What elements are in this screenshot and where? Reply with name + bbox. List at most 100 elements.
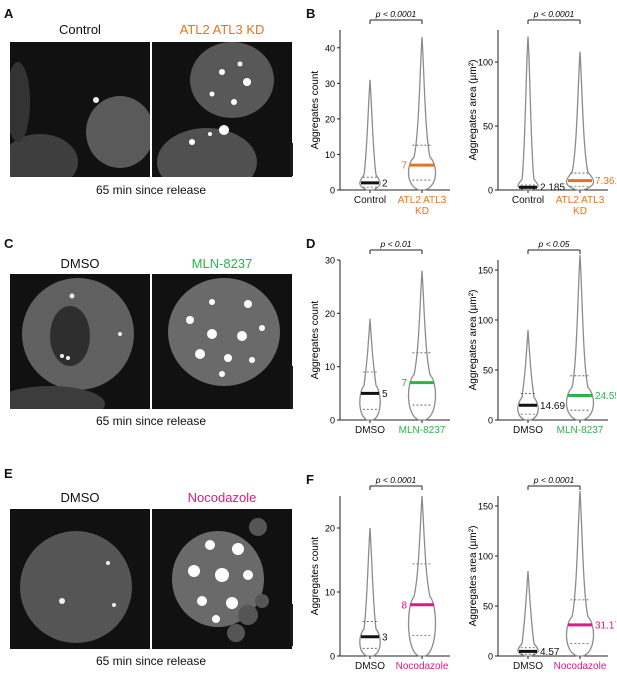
median-label: 8 — [401, 600, 407, 611]
y-tick-label: 100 — [478, 316, 493, 326]
violin-control — [359, 79, 381, 191]
violin-plot-area-d: 0 50 100 150 Aggregates area (µm²) 14.69 DMSO 2… — [468, 239, 616, 436]
x-category-label: KD — [573, 206, 587, 217]
panel-letter-b: B — [306, 6, 316, 21]
violin-control — [517, 36, 539, 191]
y-tick-label: 50 — [483, 122, 493, 132]
y-tick-label: 0 — [488, 186, 493, 196]
micrograph-dmso — [10, 274, 150, 409]
panel-letter-a: A — [4, 6, 14, 21]
micrograph-label-right: MLN-8237 — [191, 256, 253, 271]
y-tick-label: 0 — [330, 652, 335, 662]
micrograph-mln-8237 — [152, 274, 292, 409]
y-tick-label: 0 — [330, 186, 335, 196]
panel-letter-f: F — [306, 472, 314, 487]
micrograph-label-right: ATL2 ATL3 KD — [179, 22, 265, 37]
violin-treatment — [565, 51, 595, 191]
panel-letter-d: D — [306, 236, 316, 251]
median-label: 5 — [382, 389, 388, 400]
x-category-label: DMSO — [513, 425, 543, 436]
y-axis-label: Aggregates count — [310, 537, 321, 616]
x-category-label: DMSO — [355, 425, 385, 436]
x-category-label: KD — [415, 206, 429, 217]
x-category-label: Control — [512, 195, 544, 206]
violin-treatment — [407, 495, 437, 657]
cell-image — [172, 518, 269, 642]
x-category-label: Control — [354, 195, 386, 206]
y-tick-label: 50 — [483, 366, 493, 376]
p-value: p < 0.0001 — [375, 9, 417, 19]
y-tick-label: 0 — [330, 416, 335, 426]
median-label: 14.69 — [540, 401, 565, 412]
y-axis-label: Aggregates area (µm²) — [468, 526, 479, 627]
violin-plot-count-b: 0 10 20 30 40 Aggregates count 2 Control 7 ATL2 A… — [310, 9, 450, 217]
violin-control — [517, 570, 539, 657]
y-axis-label: Aggregates area (µm²) — [468, 60, 479, 161]
x-category-label: DMSO — [513, 661, 543, 672]
p-value: p < 0.01 — [380, 239, 412, 249]
panel-letter-c: C — [4, 236, 14, 251]
y-tick-label: 30 — [325, 256, 335, 266]
y-tick-label: 30 — [325, 79, 335, 89]
y-tick-label: 150 — [478, 502, 493, 512]
x-category-label: Nocodazole — [396, 661, 449, 672]
x-category-label: ATL2 ATL3 — [556, 195, 605, 206]
violin-treatment — [407, 270, 437, 421]
cell-image — [168, 278, 280, 386]
median-label: 2 — [382, 178, 388, 189]
caption: 65 min since release — [95, 414, 207, 428]
y-tick-label: 20 — [325, 309, 335, 319]
y-tick-label: 20 — [325, 524, 335, 534]
panel-letter-e: E — [4, 466, 13, 481]
y-axis-label: Aggregates count — [310, 71, 321, 150]
violin-treatment — [407, 37, 437, 191]
violin-plot-count-d: 0 10 20 30 Aggregates count 5 DMSO 7 MLN-8237 p <… — [310, 239, 450, 436]
p-value: p < 0.0001 — [533, 475, 575, 485]
median-label: 31.17 — [595, 620, 616, 631]
micrograph-control — [10, 42, 150, 177]
violin-plot-count-f: 0 10 20 Aggregates count 3 DMSO 8 Nocodazole p <… — [310, 475, 450, 672]
violin-control — [359, 318, 381, 421]
y-axis-label: Aggregates area (µm²) — [468, 290, 479, 391]
cell-image — [157, 42, 274, 177]
x-category-label: Nocodazole — [554, 661, 607, 672]
cell-image — [10, 62, 150, 177]
p-value: p < 0.05 — [538, 239, 570, 249]
median-label: 7 — [401, 161, 407, 172]
caption: 65 min since release — [95, 183, 207, 197]
y-tick-label: 100 — [478, 552, 493, 562]
y-axis-label: Aggregates count — [310, 301, 321, 380]
y-tick-label: 0 — [488, 652, 493, 662]
y-tick-label: 150 — [478, 266, 493, 276]
y-tick-label: 10 — [325, 362, 335, 372]
scale-bar — [290, 366, 293, 409]
micrograph-label-left: DMSO — [60, 256, 100, 271]
y-tick-label: 10 — [325, 588, 335, 598]
micrograph-nocodazole — [152, 509, 292, 649]
p-value: p < 0.0001 — [533, 9, 575, 19]
violin-treatment — [565, 490, 595, 657]
scale-bar — [290, 143, 293, 176]
micrograph-atl-kd — [152, 42, 292, 177]
y-tick-label: 40 — [325, 43, 335, 53]
p-value: p < 0.0001 — [375, 475, 417, 485]
median-label: 7.361 — [595, 176, 616, 187]
cell-image — [20, 531, 132, 643]
x-category-label: ATL2 ATL3 — [398, 195, 447, 206]
x-category-label: DMSO — [355, 661, 385, 672]
x-category-label: MLN-8237 — [399, 425, 446, 436]
scale-bar — [290, 604, 293, 646]
micrograph-label-left: Control — [59, 22, 101, 37]
micrograph-label-left: DMSO — [60, 490, 100, 505]
micrograph-dmso — [10, 509, 150, 649]
median-label: 2.185 — [540, 183, 565, 194]
y-tick-label: 0 — [488, 416, 493, 426]
y-tick-label: 10 — [325, 150, 335, 160]
violin-plot-area-f: 0 50 100 150 Aggregates area (µm²) 4.57 DMSO 31… — [468, 475, 616, 672]
caption: 65 min since release — [95, 654, 207, 668]
median-label: 7 — [401, 378, 407, 389]
x-category-label: MLN-8237 — [557, 425, 604, 436]
median-label: 24.55 — [595, 391, 616, 402]
y-tick-label: 50 — [483, 602, 493, 612]
